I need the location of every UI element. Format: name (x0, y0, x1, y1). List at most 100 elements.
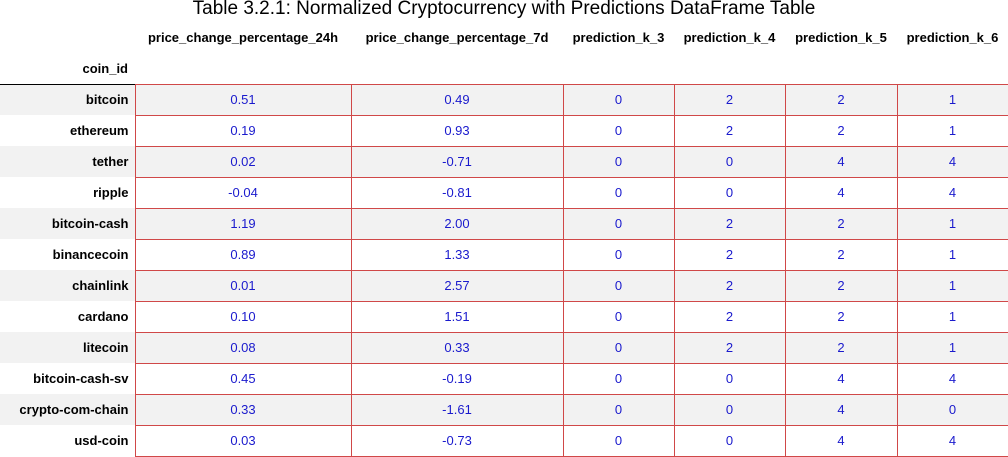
table-cell: 4 (784, 393, 898, 426)
table-cell: 0 (673, 176, 786, 209)
index-name-header: coin_id (0, 53, 135, 84)
table-cell: 0.03 (134, 424, 352, 457)
table-row: ethereum 0.19 0.93 0 2 2 1 (0, 114, 1008, 147)
table-cell: 1.33 (350, 238, 564, 271)
table-cell: 1.19 (134, 207, 352, 240)
table-cell: 0 (562, 114, 675, 147)
table-cell: 2 (784, 207, 898, 240)
column-header: prediction_k_6 (897, 21, 1008, 53)
table-cell: 0 (673, 393, 786, 426)
table-cell: 0 (562, 238, 675, 271)
table-cell: 0 (562, 424, 675, 457)
table-cell: 0.33 (134, 393, 352, 426)
row-index-label: cardano (77, 309, 129, 324)
table-cell: 0.02 (134, 145, 352, 178)
row-index-label: bitcoin-cash-sv (33, 371, 129, 386)
row-index-label: crypto-com-chain (19, 402, 129, 417)
table-cell: 4 (896, 362, 1008, 395)
table-cell: 0 (673, 424, 786, 457)
table-cell: 0.33 (350, 331, 564, 364)
table-cell: 1.51 (350, 300, 564, 333)
row-index-label: chainlink (72, 278, 129, 293)
table-cell: 4 (784, 176, 898, 209)
table-cell: -1.61 (350, 393, 564, 426)
table-cell: 2 (784, 114, 898, 147)
row-index-label: bitcoin-cash (51, 216, 129, 231)
table-cell: 1 (896, 331, 1008, 364)
table-cell: 4 (784, 424, 898, 457)
table-row: tether 0.02 -0.71 0 0 4 4 (0, 145, 1008, 178)
table-cell: -0.73 (350, 424, 564, 457)
table-cell: -0.04 (134, 176, 352, 209)
row-index-label: litecoin (82, 340, 129, 355)
table-cell: 2 (673, 114, 786, 147)
table-cell: 0 (562, 83, 675, 116)
table-cell: 2 (673, 269, 786, 302)
table-cell: 2 (673, 300, 786, 333)
table-cell: -0.81 (350, 176, 564, 209)
table-row: bitcoin 0.51 0.49 0 2 2 1 (0, 83, 1008, 116)
row-index-label: usd-coin (74, 433, 129, 448)
column-header-row: price_change_percentage_24h price_change… (0, 21, 1008, 53)
table-cell: 2.00 (350, 207, 564, 240)
table-row: bitcoin-cash 1.19 2.00 0 2 2 1 (0, 207, 1008, 240)
table-cell: 2 (784, 269, 898, 302)
table-row: usd-coin 0.03 -0.73 0 0 4 4 (0, 424, 1008, 457)
table-row: bitcoin-cash-sv 0.45 -0.19 0 0 4 4 (0, 362, 1008, 395)
table-cell: 0.89 (134, 238, 352, 271)
table-cell: 2 (673, 238, 786, 271)
column-header: prediction_k_4 (674, 21, 785, 53)
row-index-label: ethereum (69, 123, 129, 138)
table-cell: 2 (784, 238, 898, 271)
table-cell: 4 (896, 176, 1008, 209)
row-index-label: bitcoin (85, 92, 129, 108)
table-cell: 1 (896, 83, 1008, 116)
table-cell: 0 (562, 145, 675, 178)
table-row: binancecoin 0.89 1.33 0 2 2 1 (0, 238, 1008, 271)
table-cell: 0.49 (350, 83, 564, 116)
table-cell: 4 (784, 362, 898, 395)
table-cell: 0 (562, 269, 675, 302)
table-cell: -0.71 (350, 145, 564, 178)
table-cell: 2 (784, 331, 898, 364)
table-cell: 2 (784, 300, 898, 333)
table-cell: 1 (896, 269, 1008, 302)
table-cell: 0 (673, 145, 786, 178)
row-index-label: binancecoin (52, 247, 129, 262)
table-row: crypto-com-chain 0.33 -1.61 0 0 4 0 (0, 393, 1008, 426)
table-cell: 0.51 (134, 83, 352, 116)
table-body: bitcoin 0.51 0.49 0 2 2 1 ethereum 0.19 0.93 0 2 2 1 t… (0, 83, 1008, 457)
table-header: price_change_percentage_24h price_change… (0, 21, 1008, 84)
column-header: prediction_k_5 (785, 21, 897, 53)
table-cell: 1 (896, 114, 1008, 147)
index-name-row: coin_id (0, 53, 1008, 84)
table-cell: 1 (896, 207, 1008, 240)
table-cell: 4 (896, 145, 1008, 178)
table-cell: 0 (673, 362, 786, 395)
table-cell: 2.57 (350, 269, 564, 302)
column-header: prediction_k_3 (563, 21, 674, 53)
row-index-label: tether (92, 154, 129, 169)
table-cell: 1 (896, 238, 1008, 271)
table-cell: 2 (673, 207, 786, 240)
table-cell: 2 (784, 83, 898, 116)
table-cell: 4 (784, 145, 898, 178)
table-cell: 0.93 (350, 114, 564, 147)
table-cell: 0 (562, 331, 675, 364)
table-cell: 0.10 (134, 300, 352, 333)
table-cell: 2 (673, 83, 786, 116)
dataframe-table: price_change_percentage_24h price_change… (0, 21, 1008, 457)
table-cell: 0 (562, 207, 675, 240)
column-header: price_change_percentage_24h (135, 21, 351, 53)
table-row: chainlink 0.01 2.57 0 2 2 1 (0, 269, 1008, 302)
index-corner-cell (0, 21, 135, 53)
table-cell: 0.01 (134, 269, 352, 302)
table-cell: 0 (896, 393, 1008, 426)
table-cell: 4 (896, 424, 1008, 457)
table-cell: -0.19 (350, 362, 564, 395)
table-cell: 0.45 (134, 362, 352, 395)
column-header: price_change_percentage_7d (351, 21, 563, 53)
row-index-label: ripple (93, 185, 129, 200)
table-cell: 0.08 (134, 331, 352, 364)
table-cell: 2 (673, 331, 786, 364)
